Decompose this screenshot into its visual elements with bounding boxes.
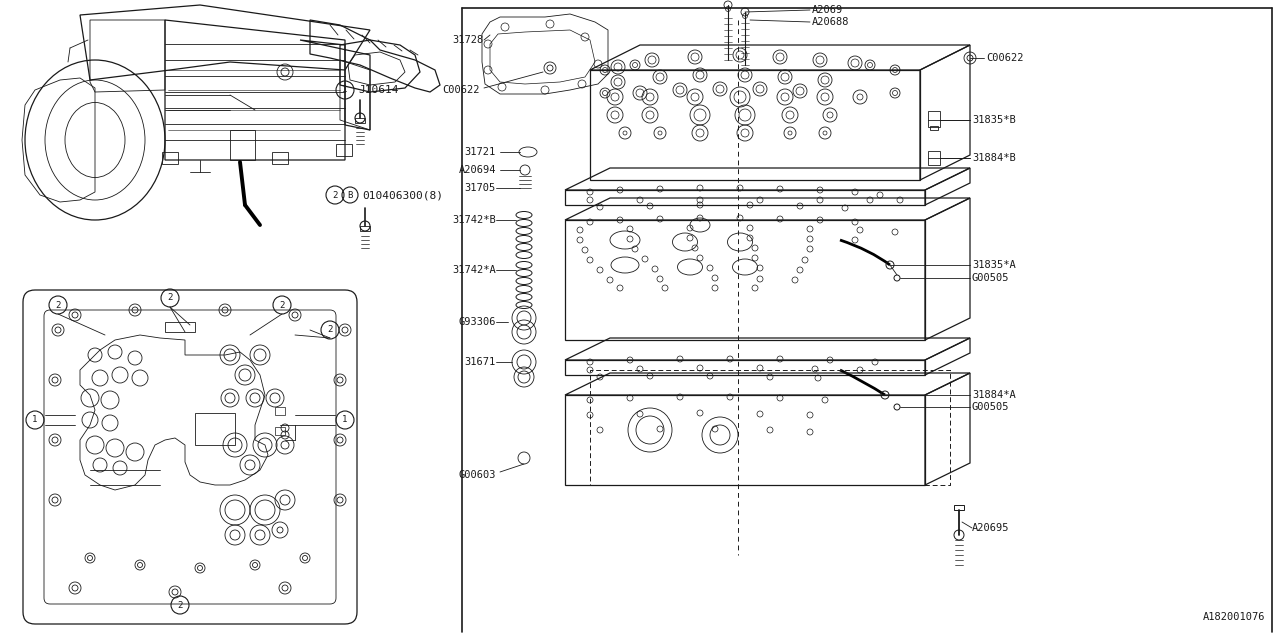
Text: B: B (347, 191, 353, 200)
Text: A20695: A20695 (972, 523, 1010, 533)
Text: G93306: G93306 (458, 317, 497, 327)
Bar (360, 226, 370, 231)
Text: 010406300(8): 010406300(8) (362, 190, 443, 200)
Bar (163, 152, 178, 164)
Text: 2: 2 (55, 301, 60, 310)
Bar (335, 144, 352, 156)
Text: 31884*B: 31884*B (972, 153, 1016, 163)
Bar (275, 427, 285, 435)
Bar (954, 505, 964, 510)
Text: 31742*A: 31742*A (452, 265, 497, 275)
Text: A20694: A20694 (458, 165, 497, 175)
Text: A20688: A20688 (812, 17, 850, 27)
Text: 1: 1 (342, 86, 348, 95)
Bar (355, 118, 365, 123)
Bar (165, 322, 195, 332)
Bar (931, 126, 938, 130)
Text: G00603: G00603 (458, 470, 497, 480)
Bar (928, 111, 940, 127)
Text: 31671: 31671 (465, 357, 497, 367)
Bar (275, 407, 285, 415)
Text: 31835*B: 31835*B (972, 115, 1016, 125)
Text: 31705: 31705 (465, 183, 497, 193)
Text: G00505: G00505 (972, 402, 1010, 412)
Text: 31884*A: 31884*A (972, 390, 1016, 400)
Text: 31721: 31721 (465, 147, 497, 157)
Text: 2: 2 (333, 191, 338, 200)
Text: C00622: C00622 (443, 85, 480, 95)
Text: 2: 2 (279, 301, 284, 310)
Text: 31835*A: 31835*A (972, 260, 1016, 270)
Bar (273, 152, 288, 164)
Bar (195, 413, 236, 445)
Text: A182001076: A182001076 (1202, 612, 1265, 622)
Text: 2: 2 (168, 294, 173, 303)
Text: 1: 1 (342, 415, 348, 424)
Bar (928, 151, 940, 165)
Text: G00505: G00505 (972, 273, 1010, 283)
Text: 1: 1 (32, 415, 37, 424)
Text: 31728: 31728 (453, 35, 484, 45)
Text: A2069: A2069 (812, 5, 844, 15)
Text: 2: 2 (178, 600, 183, 609)
Text: 2: 2 (328, 326, 333, 335)
Text: 31742*B: 31742*B (452, 215, 497, 225)
Text: C00622: C00622 (986, 53, 1024, 63)
Text: J10614: J10614 (358, 85, 398, 95)
